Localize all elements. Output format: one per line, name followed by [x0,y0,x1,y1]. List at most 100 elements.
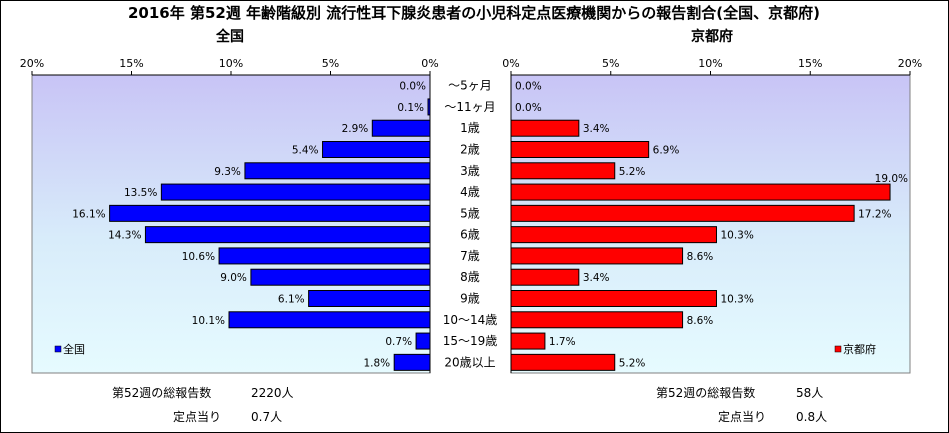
right-legend-label: 京都府 [843,342,876,356]
right-axis-tick-label: 0% [502,57,519,70]
footer-right: 第52週の総報告数 58人 定点当り 0.8人 [656,385,827,424]
left-bar [218,247,431,265]
footer-left: 第52週の総報告数 2220人 定点当り 0.7人 [112,385,294,424]
right-axis-tick-label: 15% [798,57,822,70]
chart-title: 2016年 第52週 年齢階級別 流行性耳下腺炎患者の小児科定点医療機関からの報… [128,4,820,22]
right-total-label: 第52週の総報告数 [656,385,755,400]
category-label: 15～19歳 [443,334,498,348]
left-bar [109,204,431,222]
left-axis-tick-label: 0% [421,57,438,70]
right-panel-title: 京都府 [691,28,733,45]
right-bar [510,226,717,244]
left-bar [144,226,431,244]
category-label: 4歳 [460,185,480,199]
right-data-label: 0.0% [515,102,542,114]
right-data-label: 8.6% [687,315,714,327]
left-bar [244,162,431,180]
right-data-label: 10.3% [720,230,753,242]
right-data-label: 8.6% [687,251,714,263]
right-bar [510,141,650,158]
right-data-label: 5.2% [619,357,646,369]
right-data-label: 3.4% [583,123,610,135]
right-data-label: 1.7% [549,336,576,348]
right-bar [510,183,891,201]
right-legend-swatch [834,345,842,353]
right-data-label: 3.4% [583,272,610,284]
left-data-label: 14.3% [108,230,141,242]
category-label: ～11ヶ月 [444,100,495,114]
left-data-label: 9.3% [214,166,241,178]
category-label: 10～14歳 [443,313,498,327]
right-bar [510,247,684,265]
category-label: 20歳以上 [444,355,495,369]
left-data-label: 13.5% [124,187,157,199]
left-axis-tick-label: 15% [119,57,143,70]
right-plot-area: 0% 5% 10% 15% 20% 0.0% 0.0% 3.4% 6.9% 5.2% 19.0% 17… [502,57,922,374]
left-axis-tick-label: 10% [219,57,243,70]
right-per-site-label: 定点当り [718,409,766,424]
left-data-label: 10.1% [192,315,225,327]
left-bar [371,119,431,137]
left-axis-tick-label: 5% [322,57,339,70]
left-data-label: 0.0% [399,81,426,93]
left-legend-swatch [54,345,62,353]
category-label: 8歳 [460,270,480,284]
category-label: 5歳 [460,206,480,220]
left-data-label: 16.1% [72,208,105,220]
left-data-label: 2.9% [342,123,369,135]
category-label: 1歳 [460,121,480,135]
left-plot-area: 20% 15% 10% 5% 0% 0.0% 0.1% 2.9% 5.4% 9.3% 13.5% 16… [20,57,439,374]
right-bar [510,290,717,307]
right-bar [510,311,684,329]
left-bar [415,332,431,350]
right-plot-background [510,74,911,374]
left-legend-label: 全国 [63,342,85,356]
category-labels: ～5ヶ月 ～11ヶ月 1歳 2歳 3歳 4歳 5歳 6歳 7歳 8歳 9歳 10～14歳 15～19歳 2… [443,79,498,370]
right-data-label: 0.0% [515,81,542,93]
left-bar [228,311,431,329]
left-panel-title: 全国 [215,28,244,45]
right-bar [510,162,616,180]
right-bar [510,119,580,137]
left-data-label: 10.6% [182,251,215,263]
right-bar [510,332,546,350]
right-data-label: 10.3% [720,294,753,306]
left-data-label: 1.8% [363,357,390,369]
left-data-label: 0.1% [397,102,424,114]
left-data-label: 0.7% [385,336,412,348]
left-bar [308,290,431,307]
right-total-value: 58人 [796,386,823,400]
left-per-site-label: 定点当り [173,409,221,424]
category-label: ～5ヶ月 [448,79,492,93]
left-bar [427,98,431,116]
left-bar [393,353,431,371]
left-data-label: 5.4% [292,145,319,157]
right-axis-tick-label: 5% [602,57,619,70]
right-axis-tick-label: 10% [698,57,722,70]
left-total-value: 2220人 [251,386,294,400]
right-per-site-value: 0.8人 [796,410,827,424]
right-data-label: 17.2% [858,208,891,220]
category-label: 9歳 [460,292,480,306]
category-label: 7歳 [460,249,480,263]
right-data-label: 5.2% [619,166,646,178]
left-bar [322,141,431,158]
right-axis-tick-label: 20% [898,57,922,70]
right-bar [510,353,616,371]
right-bar [510,204,855,222]
category-label: 3歳 [460,164,480,178]
category-label: 2歳 [460,143,480,157]
left-axis-tick-label: 20% [20,57,44,70]
left-plot-background [31,74,431,374]
left-bar [250,268,431,286]
left-per-site-value: 0.7人 [251,410,282,424]
right-data-label: 19.0% [875,173,908,185]
left-data-label: 6.1% [278,294,305,306]
right-bar [510,268,580,286]
category-label: 6歳 [460,228,480,242]
left-total-label: 第52週の総報告数 [112,385,211,400]
right-data-label: 6.9% [653,145,680,157]
left-bar [160,183,431,201]
